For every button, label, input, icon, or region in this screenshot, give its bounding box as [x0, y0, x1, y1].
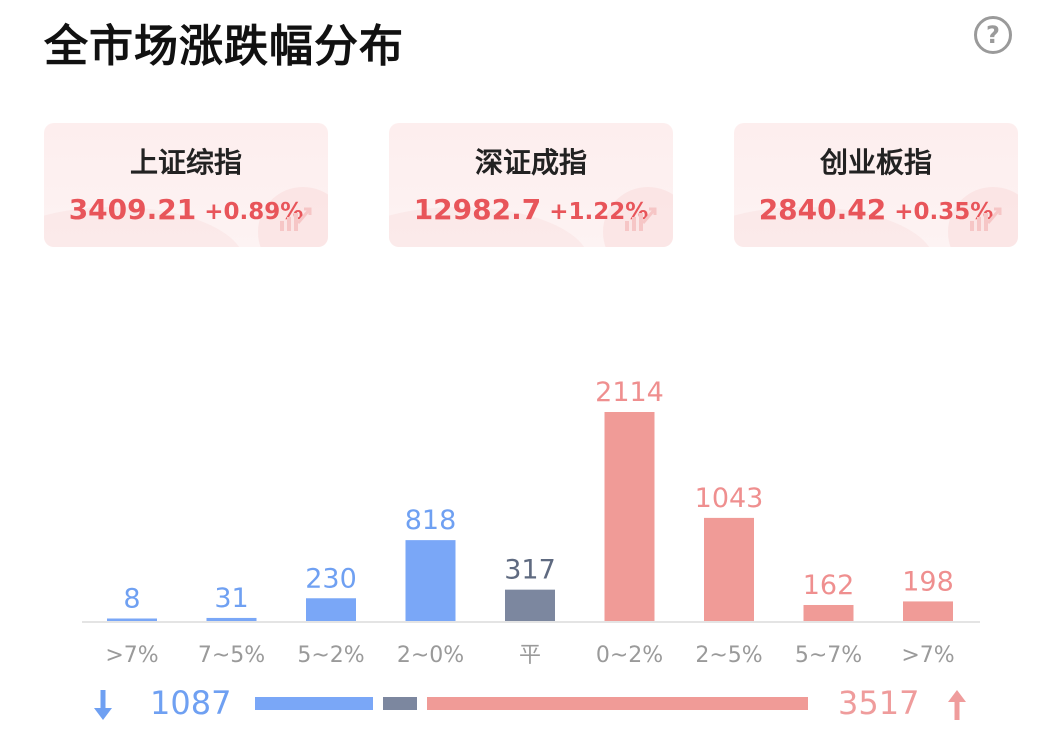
index-name: 深证成指 — [474, 146, 587, 179]
index-card-shanghai[interactable]: 上证综指 3409.21 +0.89% — [44, 123, 328, 247]
index-price: 2840.42 — [758, 193, 887, 226]
index-change: +0.89% — [204, 199, 304, 225]
data-label: 818 — [405, 505, 457, 536]
distribution-chart: 8 >7% 31 7~5% 230 5~2% 818 2~0% 317 平 2114 0~2% 1043… — [82, 377, 980, 668]
tick-label: 0~2% — [596, 643, 663, 668]
index-card-chinext[interactable]: 创业板指 2840.42 +0.35% — [734, 123, 1018, 247]
trend-up-icon — [970, 207, 1002, 231]
tick-label: 平 — [519, 643, 541, 668]
data-label: 162 — [803, 570, 855, 601]
index-change: +0.35% — [894, 199, 994, 225]
tick-label: >7% — [901, 643, 954, 668]
data-label: 230 — [305, 563, 357, 594]
up-count: 3517 — [838, 684, 920, 722]
question-circle-icon[interactable]: ? — [974, 16, 1012, 54]
tick-label: 5~2% — [297, 643, 364, 668]
summary-bar-flat — [382, 697, 418, 710]
index-price: 3409.21 — [68, 193, 197, 226]
bar-1 — [107, 618, 157, 621]
bar-6 — [604, 412, 655, 621]
index-card-shenzhen[interactable]: 深证成指 12982.7 +1.22% — [389, 123, 673, 247]
data-label: 1043 — [695, 483, 764, 514]
index-quote: 3409.21 +0.89% — [44, 193, 328, 226]
summary-bar-down — [255, 697, 373, 710]
tick-label: 5~7% — [795, 643, 862, 668]
trend-up-icon — [625, 207, 657, 231]
index-quote: 2840.42 +0.35% — [734, 193, 1018, 226]
bar-8 — [803, 604, 854, 621]
tick-label: 2~5% — [695, 643, 762, 668]
bar-2 — [206, 617, 257, 621]
data-label: 8 — [123, 584, 140, 615]
index-price: 12982.7 — [413, 193, 542, 226]
index-name: 上证综指 — [129, 146, 242, 179]
page-title: 全市场涨跌幅分布 — [44, 21, 404, 72]
data-label: 31 — [214, 583, 248, 614]
data-label: 198 — [902, 566, 954, 597]
data-label: 2114 — [595, 377, 664, 408]
bar-3 — [306, 598, 356, 621]
data-label: 317 — [504, 555, 556, 586]
trend-up-icon — [280, 207, 312, 231]
index-name: 创业板指 — [819, 146, 932, 179]
bar-5 — [505, 589, 555, 621]
tick-label: >7% — [105, 643, 158, 668]
summary-bar-up — [427, 697, 808, 710]
down-count: 1087 — [150, 684, 232, 722]
tick-label: 7~5% — [198, 643, 265, 668]
arrow-up-icon — [948, 690, 966, 720]
bar-9 — [903, 601, 953, 621]
index-quote: 12982.7 +1.22% — [389, 193, 673, 226]
index-change: +1.22% — [549, 199, 649, 225]
bar-7 — [704, 517, 754, 621]
tick-label: 2~0% — [397, 643, 464, 668]
bar-4 — [405, 540, 456, 621]
arrow-down-icon — [94, 690, 112, 720]
